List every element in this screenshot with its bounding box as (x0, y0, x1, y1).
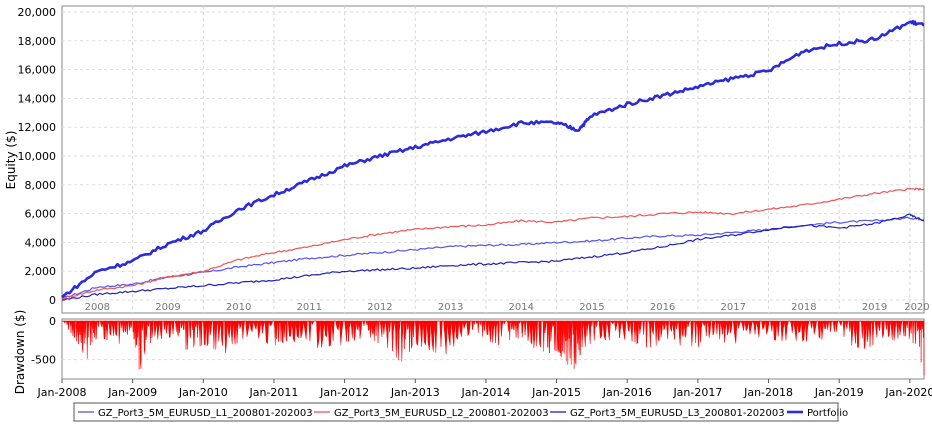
drawdown-x-tick-label: Jan-2016 (602, 386, 652, 399)
equity-year-label: 2012 (367, 302, 392, 313)
drawdown-x-tick-label: Jan-2019 (814, 386, 864, 399)
drawdown-x-tick-label: Jan-2012 (319, 386, 369, 399)
drawdown-y-axis-label: Drawdown ($) (13, 310, 27, 395)
legend-label: GZ_Port3_5M_EURUSD_L1_200801-202003 (98, 408, 313, 419)
drawdown-y-tick-label: 0 (49, 315, 56, 328)
equity-y-tick-label: 2,000 (25, 265, 57, 278)
drawdown-x-tick-label: Jan-2020 (884, 386, 932, 399)
drawdown-x-tick-label: Jan-2009 (107, 386, 157, 399)
drawdown-y-ticks: 0 -500 (31, 315, 56, 367)
legend-box (73, 402, 839, 422)
equity-year-label: 2013 (438, 302, 463, 313)
equity-year-label: 2008 (85, 302, 110, 313)
equity-plot-area (61, 5, 925, 314)
equity-y-axis-label: Equity ($) (4, 131, 18, 190)
equity-year-label: 2018 (791, 302, 816, 313)
equity-year-label: 2017 (721, 302, 746, 313)
equity-y-tick-label: 0 (49, 294, 56, 307)
equity-y-tick-label: 18,000 (18, 35, 57, 48)
drawdown-x-tick-label: Jan-2010 (178, 386, 228, 399)
legend: GZ_Port3_5M_EURUSD_L1_200801-202003 GZ_Po… (78, 408, 848, 419)
drawdown-x-tick-label: Jan-2018 (743, 386, 793, 399)
equity-year-label: 2015 (579, 302, 604, 313)
drawdown-x-tick-label: Jan-2011 (249, 386, 299, 399)
equity-y-tick-label: 14,000 (18, 92, 57, 105)
equity-series-line (61, 187, 925, 300)
drawdown-x-ticks: Jan-2008 Jan-2009 Jan-2010 Jan-2011 Jan-2012… (37, 379, 932, 399)
equity-year-label: 2010 (226, 302, 251, 313)
drawdown-x-tick-label: Jan-2017 (672, 386, 722, 399)
legend-label: Portfolio (807, 408, 848, 419)
equity-series-line (61, 19, 925, 299)
equity-year-label: 2014 (509, 302, 534, 313)
drawdown-x-tick-label: Jan-2014 (460, 386, 510, 399)
equity-year-label: 2019 (862, 302, 887, 313)
legend-label: GZ_Port3_5M_EURUSD_L3_200801-202003 (570, 408, 785, 419)
drawdown-x-tick-label: Jan-2008 (37, 386, 87, 399)
drawdown-area (61, 320, 925, 376)
equity-year-labels: 2008 2009 2010 2011 2012 2013 2014 2015 2016 2017… (85, 302, 930, 313)
equity-y-tick-label: 10,000 (18, 150, 57, 163)
drawdown-x-tick-label: Jan-2013 (390, 386, 440, 399)
equity-y-tick-label: 16,000 (18, 64, 57, 77)
drawdown-y-tick-label: -500 (31, 354, 56, 367)
equity-year-label: 2020 (904, 302, 929, 313)
equity-year-label: 2016 (650, 302, 675, 313)
equity-year-label: 2011 (297, 302, 322, 313)
equity-y-tick-label: 12,000 (18, 121, 57, 134)
drawdown-area-fill (61, 320, 925, 376)
equity-year-label: 2009 (155, 302, 180, 313)
equity-y-tick-label: 8,000 (25, 179, 57, 192)
equity-series (61, 19, 925, 301)
equity-y-tick-label: 20,000 (18, 6, 57, 19)
legend-label: GZ_Port3_5M_EURUSD_L2_200801-202003 (334, 408, 549, 419)
drawdown-x-tick-label: Jan-2015 (531, 386, 581, 399)
equity-y-tick-label: 6,000 (25, 208, 57, 221)
equity-y-ticks: 0 2,000 4,000 6,000 8,000 10,000 12,000 14,000 1… (18, 6, 57, 307)
equity-y-tick-label: 4,000 (25, 236, 57, 249)
equity-series-line (61, 213, 925, 301)
